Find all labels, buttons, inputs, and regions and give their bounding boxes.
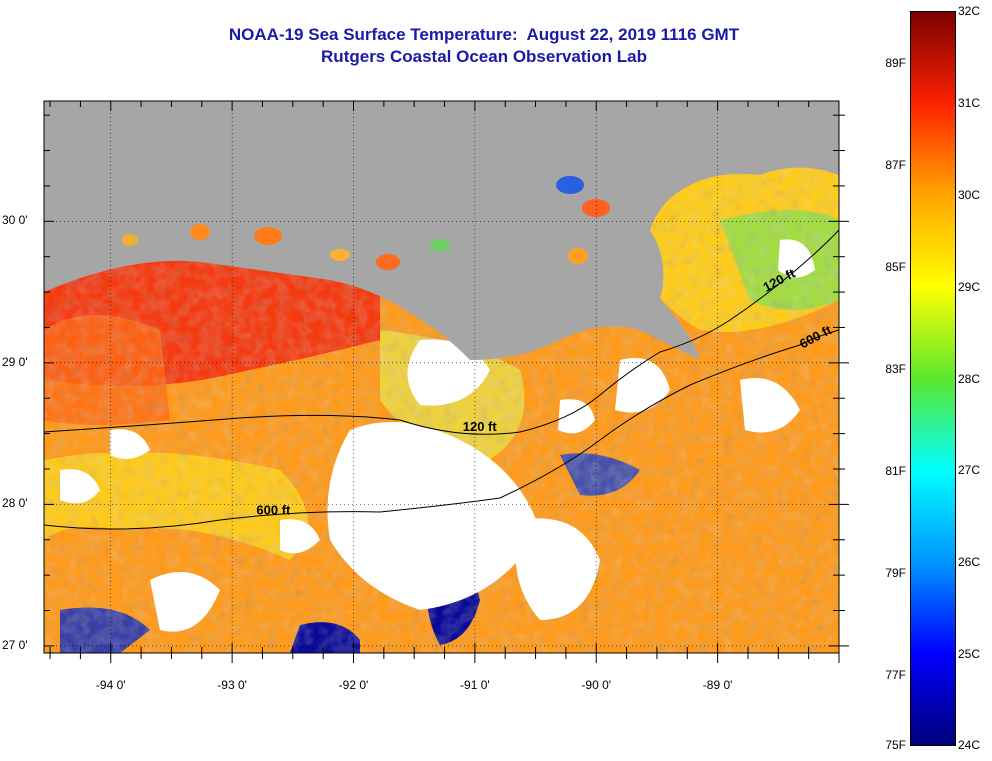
longitude-label: -90 0' xyxy=(581,678,612,692)
celsius-label: 29C xyxy=(958,279,981,294)
contour-label: 600 ft xyxy=(256,502,291,517)
longitude-label: -94 0' xyxy=(95,678,126,692)
latitude-label: 28 0' xyxy=(2,496,28,511)
contour-120ft xyxy=(44,229,839,435)
land xyxy=(44,101,839,360)
bathymetry-contours xyxy=(44,229,839,530)
longitude-label: -91 0' xyxy=(460,678,490,692)
longitude-label: -93 0' xyxy=(217,678,247,692)
celsius-label: 32C xyxy=(958,4,981,18)
celsius-label: 27C xyxy=(958,463,981,478)
graticule xyxy=(44,101,839,653)
fahrenheit-label: 87F xyxy=(885,157,906,172)
temperature-colorbar xyxy=(910,11,956,746)
no-data-areas xyxy=(60,239,815,632)
fahrenheit-label: 79F xyxy=(885,566,906,581)
celsius-label: 30C xyxy=(958,187,981,202)
longitude-label: -92 0' xyxy=(338,678,369,692)
celsius-label: 26C xyxy=(958,555,981,570)
fahrenheit-label: 83F xyxy=(885,361,906,376)
fahrenheit-label: 75F xyxy=(885,738,906,752)
contour-label: 120 ft xyxy=(463,419,498,434)
coastal-water-bodies xyxy=(122,176,610,270)
map-area xyxy=(44,101,839,653)
title-line-1: NOAA-19 Sea Surface Temperature: August … xyxy=(228,25,740,44)
celsius-label: 31C xyxy=(958,95,981,110)
latitude-label: 29 0' xyxy=(2,354,28,369)
celsius-label: 28C xyxy=(958,371,981,386)
latitude-label: 27 0' xyxy=(2,637,28,652)
contour-600ft xyxy=(44,329,839,530)
fahrenheit-label: 89F xyxy=(885,55,906,70)
celsius-label: 25C xyxy=(958,647,981,662)
celsius-label: 24C xyxy=(958,738,981,752)
longitude-label: -89 0' xyxy=(702,678,733,692)
fahrenheit-label: 81F xyxy=(885,463,906,478)
latitude-label: 30 0' xyxy=(2,213,28,228)
title-line-2: Rutgers Coastal Ocean Observation Lab xyxy=(321,47,647,66)
map-frame xyxy=(43,100,840,654)
fahrenheit-label: 77F xyxy=(885,668,906,683)
map-title: NOAA-19 Sea Surface Temperature: August … xyxy=(44,24,924,68)
fahrenheit-label: 85F xyxy=(885,259,906,274)
